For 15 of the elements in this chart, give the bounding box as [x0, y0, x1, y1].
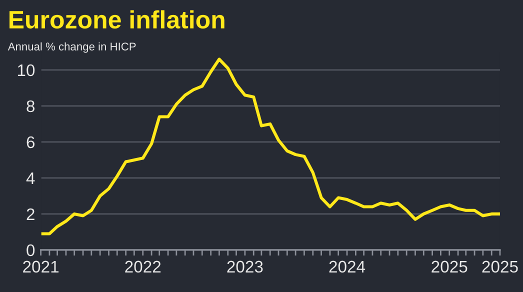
x-tick-label: 2024 [329, 260, 366, 273]
chart-subtitle: Annual % change in HICP [8, 42, 136, 53]
chart-title: Eurozone inflation [10, 10, 224, 29]
x-tick-label: 2021 [23, 260, 59, 273]
x-tick-label: 2022 [125, 260, 161, 273]
y-tick-label: 4 [26, 172, 35, 184]
x-tick-label: 2025 [482, 260, 518, 273]
y-tick-label: 2 [26, 208, 34, 220]
line-series [40, 58, 500, 236]
y-tick-label: 6 [26, 136, 35, 148]
x-tick-label: 2023 [227, 260, 263, 273]
y-tick-label: 0 [26, 244, 35, 256]
y-tick-label: 10 [18, 64, 35, 76]
y-tick-label: 8 [26, 100, 35, 112]
x-tick-label: 2025 [432, 260, 468, 273]
